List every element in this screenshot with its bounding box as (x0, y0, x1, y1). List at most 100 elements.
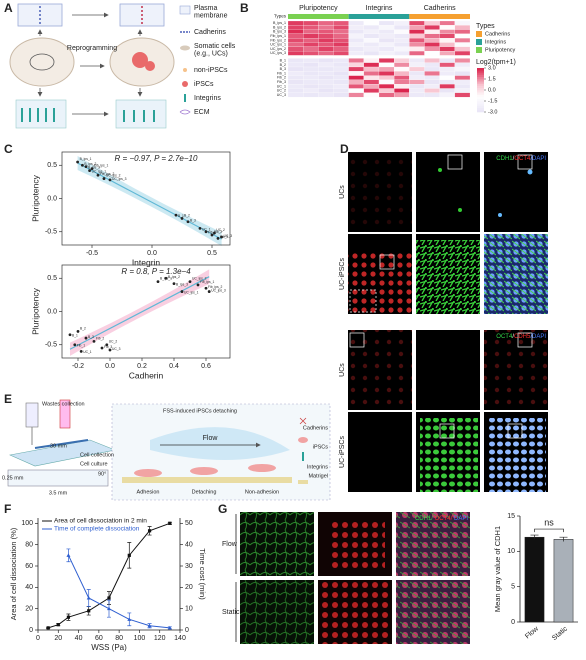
point-label: B_1 (72, 334, 78, 338)
stain-part: CDH5 (514, 334, 531, 340)
panel-letter: E (4, 392, 12, 406)
heat-cell (378, 50, 395, 56)
heat-cell (363, 62, 380, 68)
x-axis-label: Cadherin (129, 370, 164, 380)
heat-cell (454, 71, 471, 76)
heat-cell (318, 71, 334, 76)
legend-label: Area of cell dissociation in 2 min (54, 518, 147, 525)
stain-title: OCT4/CDH5/DAPI (496, 334, 546, 340)
heat-cell (333, 25, 349, 30)
point-label: B_2 (80, 326, 86, 330)
heat-cell (424, 42, 440, 47)
heat-cell (409, 58, 425, 63)
point-label: B_ips_3 (88, 165, 100, 169)
heat-cell (287, 29, 304, 35)
marker (147, 529, 152, 533)
legend-line: membrane (194, 12, 228, 19)
legend-label: Cadherins (485, 31, 510, 37)
stain-part: CDH1/ (415, 516, 435, 522)
heat-cell (454, 20, 471, 26)
y-tick-label: 0.5 (47, 162, 57, 169)
colorbar-step (477, 90, 484, 93)
point (79, 349, 83, 353)
heat-cell (318, 42, 334, 47)
heat-cell (287, 92, 304, 98)
heat-cell (378, 58, 395, 63)
row-label: UC_3 (277, 93, 286, 97)
heat-cell (318, 20, 334, 26)
point (156, 280, 160, 284)
legend-label: Pluripotency (485, 47, 516, 53)
heat-cell (409, 33, 425, 39)
heat-cell (318, 92, 334, 98)
marker (167, 625, 172, 630)
colorbar-tick-label: 3.0 (488, 65, 496, 71)
heat-cell (439, 33, 455, 39)
heat-cell (303, 62, 319, 68)
y-tick-label: 80 (25, 542, 33, 549)
heat-cell (394, 58, 410, 63)
point-label: Fib_1 (77, 344, 85, 348)
heat-cell (439, 50, 455, 56)
y2-tick-label: 50 (185, 520, 193, 527)
heat-cell (333, 38, 349, 43)
series-line (67, 555, 170, 629)
stain-part: OCT4 (514, 156, 531, 162)
heat-cell (409, 25, 425, 30)
heat-cell (333, 58, 349, 63)
heat-cell (303, 29, 319, 35)
bar (553, 539, 574, 623)
point (68, 333, 72, 337)
stain-part: OCT4/ (435, 516, 454, 522)
heat-cell (394, 25, 410, 30)
point (164, 276, 168, 280)
point-label: Fib_ips_1 (94, 163, 108, 167)
heat-cell (348, 50, 364, 56)
e-legend: Matrigel (308, 473, 328, 479)
x-axis-label: Integrin (132, 257, 161, 267)
heat-cell (363, 88, 380, 93)
heat-cell (363, 79, 380, 85)
legend-swatch (476, 39, 482, 45)
y2-axis-label: Time cost (min) (198, 548, 207, 600)
colorbar-step (477, 109, 484, 113)
point-label: Fib_2 (96, 336, 104, 340)
heat-cell (378, 84, 395, 89)
marker (46, 626, 50, 630)
panel-letter: C (4, 142, 13, 156)
heat-cell (318, 50, 334, 56)
heat-cell (424, 66, 440, 72)
group-bar (348, 14, 410, 19)
heat-cell (454, 25, 471, 30)
heat-cell (333, 20, 349, 26)
heat-cell (394, 79, 410, 85)
y2-tick-label: 40 (185, 542, 193, 549)
bar (524, 536, 545, 623)
row-label: UC_ips_3 (270, 51, 286, 55)
stat-annotation: R = 0.8, P = 1.3e−4 (121, 267, 191, 276)
point (84, 336, 88, 340)
heat-cell (439, 25, 455, 30)
heat-cell (439, 92, 455, 98)
row-label: Static (222, 609, 240, 616)
heat-cell (303, 92, 319, 98)
colorbar-step (477, 79, 484, 82)
point-label: B_ips_2 (168, 275, 180, 279)
x-tick-label: -0.5 (86, 250, 98, 257)
heat-cell (424, 58, 440, 63)
point (204, 230, 208, 234)
heat-cell (378, 42, 395, 47)
point (172, 282, 176, 285)
heat-cell (348, 62, 364, 68)
point-label: Fib_ips_2 (208, 285, 222, 289)
heat-cell (378, 29, 395, 35)
heat-cell (318, 66, 334, 72)
point-label: UC_3 (224, 234, 233, 238)
heat-cell (333, 79, 349, 85)
legend-label: Integrins (485, 39, 506, 45)
heat-cell (348, 84, 364, 89)
stain-part: / (513, 156, 515, 162)
point (90, 167, 94, 171)
heat-cell (303, 20, 319, 26)
heat-cell (333, 42, 349, 47)
